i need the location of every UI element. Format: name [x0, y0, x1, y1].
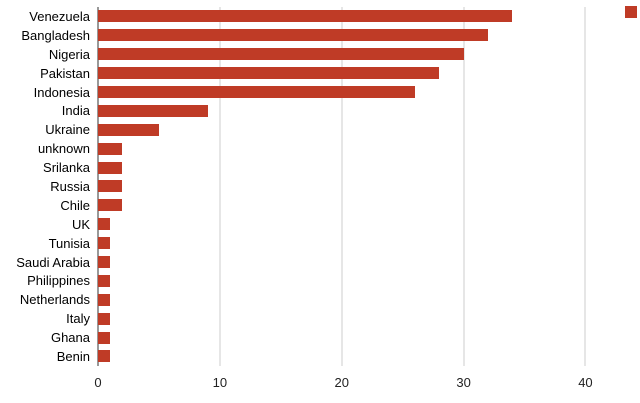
- bar-track: [98, 234, 622, 253]
- category-label: unknown: [37, 141, 90, 157]
- category-label: India: [61, 103, 90, 119]
- legend: [625, 6, 637, 18]
- bar-track: [98, 101, 622, 120]
- bar-track: [98, 177, 622, 196]
- bar: [98, 218, 111, 231]
- bar-track: [98, 158, 622, 177]
- x-axis: 0 10 20 30 40: [94, 375, 622, 393]
- bar: [98, 86, 415, 98]
- category-label: Chile: [60, 197, 90, 213]
- x-tick-label: 30: [456, 375, 471, 390]
- bar-row: Benin: [0, 347, 622, 366]
- category-label: Tunisia: [48, 235, 90, 251]
- x-tick-label: 40: [578, 375, 593, 390]
- bar: [98, 161, 123, 174]
- bar: [98, 199, 123, 212]
- category-label: Italy: [66, 311, 90, 327]
- bar-row: Venezuela: [0, 7, 622, 26]
- bar-row: Netherlands: [0, 290, 622, 309]
- category-label: Benin: [56, 348, 90, 364]
- bar: [98, 256, 111, 269]
- bar-row: Ukraine: [0, 120, 622, 139]
- gridline: [219, 7, 221, 366]
- bar-row: Srilanka: [0, 158, 622, 177]
- bar-row: Pakistan: [0, 64, 622, 83]
- category-label: Russia: [50, 178, 90, 194]
- gridline: [341, 7, 343, 366]
- bar-track: [98, 83, 622, 102]
- category-label: Ukraine: [45, 122, 90, 138]
- bar: [98, 312, 111, 325]
- gridline: [584, 7, 586, 366]
- legend-swatch-icon: [625, 6, 637, 18]
- bar-track: [98, 45, 622, 64]
- bar-track: [98, 120, 622, 139]
- bar-row: Nigeria: [0, 45, 622, 64]
- bar-track: [98, 271, 622, 290]
- bar-track: [98, 196, 622, 215]
- bar-row: Russia: [0, 177, 622, 196]
- bar: [98, 350, 111, 363]
- category-label: Bangladesh: [21, 27, 90, 43]
- bar-row: Chile: [0, 196, 622, 215]
- bar: [98, 123, 159, 136]
- bar: [98, 67, 440, 80]
- category-label: Venezuela: [29, 8, 90, 24]
- bar: [98, 142, 123, 155]
- x-tick-label: 10: [212, 375, 228, 390]
- rows: Venezuela Bangladesh Nigeria Pakistan Indone…: [0, 7, 622, 366]
- bar: [98, 48, 464, 61]
- bar-row: Indonesia: [0, 83, 622, 102]
- gridline: [463, 7, 465, 366]
- x-tick-label: 20: [334, 375, 349, 390]
- bar: [98, 180, 123, 193]
- category-label: Srilanka: [43, 160, 90, 176]
- category-label: Indonesia: [33, 84, 90, 100]
- bar-track: [98, 309, 622, 328]
- bar-track: [98, 64, 622, 83]
- bar-row: Saudi Arabia: [0, 253, 622, 272]
- bar-track: [98, 253, 622, 272]
- category-label: Ghana: [50, 330, 90, 346]
- bar-row: Bangladesh: [0, 26, 622, 45]
- bar-row: Philippines: [0, 271, 622, 290]
- bar-track: [98, 215, 622, 234]
- bar: [98, 104, 208, 117]
- bar-track: [98, 26, 622, 45]
- bar-track: [98, 328, 622, 347]
- bar-row: India: [0, 101, 622, 120]
- bar: [98, 10, 513, 23]
- bar: [98, 29, 488, 42]
- bar-track: [98, 290, 622, 309]
- bar-track: [98, 7, 622, 26]
- category-label: Netherlands: [19, 292, 90, 308]
- bar-track: [98, 139, 622, 158]
- bar: [98, 274, 111, 287]
- category-label: Nigeria: [48, 46, 90, 62]
- category-label: Pakistan: [40, 65, 90, 81]
- bar: [98, 237, 111, 250]
- bar-row: unknown: [0, 139, 622, 158]
- bar-row: Ghana: [0, 328, 622, 347]
- x-tick-label: 0: [94, 375, 102, 390]
- category-label: Saudi Arabia: [16, 254, 90, 270]
- bar-track: [98, 347, 622, 366]
- bar: [98, 331, 111, 344]
- category-label: UK: [71, 216, 90, 232]
- bar-row: UK: [0, 215, 622, 234]
- bar: [98, 293, 111, 306]
- bar-row: Italy: [0, 309, 622, 328]
- bar-row: Tunisia: [0, 234, 622, 253]
- category-label: Philippines: [27, 273, 90, 289]
